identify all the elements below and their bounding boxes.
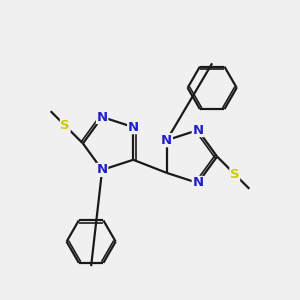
Text: N: N	[128, 121, 139, 134]
Text: N: N	[161, 134, 172, 147]
Text: S: S	[230, 168, 240, 181]
Text: N: N	[192, 176, 203, 190]
Text: N: N	[97, 164, 108, 176]
Text: N: N	[97, 110, 108, 124]
Text: S: S	[60, 119, 70, 132]
Text: N: N	[192, 124, 203, 136]
